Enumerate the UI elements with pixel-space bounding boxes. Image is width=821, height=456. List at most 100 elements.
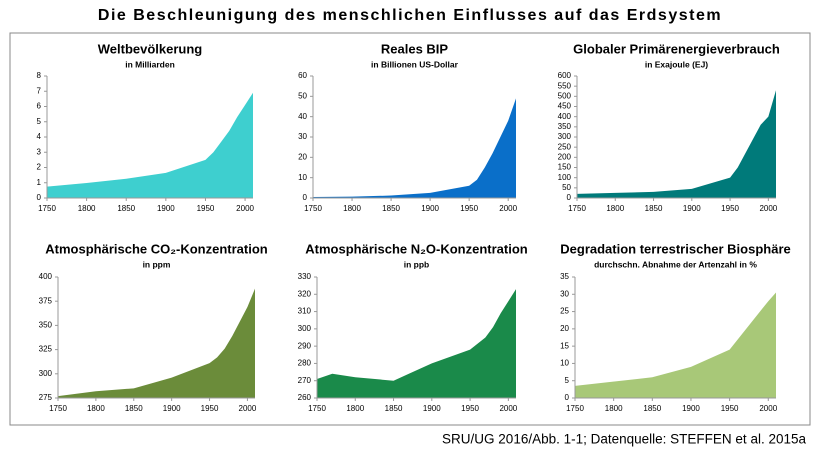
y-tick-label: 5 <box>37 117 42 126</box>
chart-title: Reales BIP <box>381 41 449 56</box>
x-tick-label: 1800 <box>605 404 623 413</box>
area <box>58 288 255 398</box>
x-tick-label: 1850 <box>382 204 400 213</box>
y-tick-label: 30 <box>560 289 569 298</box>
y-tick-label: 10 <box>298 173 307 182</box>
y-tick-label: 600 <box>558 71 572 80</box>
y-tick-label: 400 <box>558 112 572 121</box>
y-tick-label: 30 <box>298 132 307 141</box>
area <box>317 289 516 398</box>
y-tick-label: 150 <box>558 163 572 172</box>
x-tick-label: 2000 <box>499 404 517 413</box>
y-tick-label: 270 <box>298 376 312 385</box>
x-tick-label: 1800 <box>87 404 105 413</box>
y-tick-label: 300 <box>39 369 53 378</box>
x-tick-label: 1950 <box>197 204 215 213</box>
y-tick-label: 200 <box>558 152 572 161</box>
y-tick-label: 100 <box>558 173 572 182</box>
area <box>577 90 776 198</box>
chart-subtitle: in ppm <box>143 259 171 269</box>
area <box>575 292 776 398</box>
chart-title: Weltbevölkerung <box>98 41 203 56</box>
y-tick-label: 5 <box>565 376 570 385</box>
y-tick-label: 320 <box>298 289 312 298</box>
chart-title: Atmosphärische N₂O-Konzentration <box>305 241 528 256</box>
y-tick-label: 375 <box>39 296 53 305</box>
x-tick-label: 1900 <box>423 404 441 413</box>
y-tick-label: 310 <box>298 307 312 316</box>
y-tick-label: 0 <box>567 193 572 202</box>
y-tick-label: 350 <box>39 321 53 330</box>
chart-subtitle: in Billionen US-Dollar <box>371 59 459 69</box>
y-tick-label: 450 <box>558 102 572 111</box>
y-tick-label: 15 <box>560 341 569 350</box>
x-tick-label: 1850 <box>125 404 143 413</box>
y-tick-label: 350 <box>558 122 572 131</box>
x-tick-label: 2000 <box>499 204 517 213</box>
x-tick-label: 1950 <box>721 404 739 413</box>
x-tick-label: 1800 <box>343 204 361 213</box>
x-tick-label: 2000 <box>239 404 257 413</box>
frame <box>9 32 811 426</box>
y-tick-label: 300 <box>298 324 312 333</box>
x-tick-label: 1950 <box>201 404 219 413</box>
y-tick-label: 4 <box>37 132 42 141</box>
source: SRU/UG 2016/Abb. 1-1; Datenquelle: STEFF… <box>442 432 806 447</box>
x-tick-label: 1900 <box>683 204 701 213</box>
chart-subtitle: in Milliarden <box>125 59 175 69</box>
area <box>47 92 253 198</box>
x-tick-label: 1800 <box>78 204 96 213</box>
x-tick-label: 1750 <box>38 204 56 213</box>
y-tick-label: 2 <box>37 163 42 172</box>
x-tick-label: 1750 <box>568 204 586 213</box>
x-tick-label: 1750 <box>308 404 326 413</box>
y-tick-label: 1 <box>37 178 42 187</box>
y-tick-label: 50 <box>562 183 571 192</box>
x-tick-label: 1900 <box>421 204 439 213</box>
y-tick-label: 325 <box>39 345 53 354</box>
x-tick-label: 2000 <box>236 204 254 213</box>
y-tick-label: 25 <box>560 307 569 316</box>
y-tick-label: 0 <box>565 393 570 402</box>
area <box>313 98 516 198</box>
y-tick-label: 290 <box>298 341 312 350</box>
y-tick-label: 0 <box>37 193 42 202</box>
y-tick-label: 400 <box>39 272 53 281</box>
y-tick-label: 0 <box>303 193 308 202</box>
x-tick-label: 1850 <box>643 404 661 413</box>
chart-title: Globaler Primärenergieverbrauch <box>573 41 780 56</box>
y-tick-label: 60 <box>298 71 307 80</box>
x-tick-label: 1800 <box>346 404 364 413</box>
y-tick-label: 50 <box>298 91 307 100</box>
y-tick-label: 20 <box>560 324 569 333</box>
chart-subtitle: durchschn. Abnahme der Artenzahl in % <box>594 259 757 269</box>
chart-title: Degradation terrestrischer Biosphäre <box>560 241 790 256</box>
y-tick-label: 6 <box>37 102 42 111</box>
x-tick-label: 1750 <box>304 204 322 213</box>
y-tick-label: 550 <box>558 81 572 90</box>
x-tick-label: 1750 <box>566 404 584 413</box>
y-tick-label: 330 <box>298 272 312 281</box>
x-tick-label: 2000 <box>759 404 777 413</box>
x-tick-label: 1950 <box>460 204 478 213</box>
y-tick-label: 3 <box>37 147 42 156</box>
y-tick-label: 260 <box>298 393 312 402</box>
y-tick-label: 275 <box>39 393 53 402</box>
y-tick-label: 280 <box>298 359 312 368</box>
y-tick-label: 300 <box>558 132 572 141</box>
chart-title: Atmosphärische CO₂-Konzentration <box>45 241 268 256</box>
x-tick-label: 2000 <box>759 204 777 213</box>
x-tick-label: 1950 <box>461 404 479 413</box>
x-tick-label: 1900 <box>682 404 700 413</box>
y-tick-label: 20 <box>298 152 307 161</box>
main-title: Die Beschleunigung des menschlichen Einf… <box>98 7 722 24</box>
x-tick-label: 1850 <box>117 204 135 213</box>
y-tick-label: 40 <box>298 112 307 121</box>
y-tick-label: 10 <box>560 359 569 368</box>
x-tick-label: 1900 <box>163 404 181 413</box>
x-tick-label: 1850 <box>645 204 663 213</box>
y-tick-label: 8 <box>37 71 42 80</box>
x-tick-label: 1750 <box>49 404 67 413</box>
chart-subtitle: in ppb <box>404 259 430 269</box>
